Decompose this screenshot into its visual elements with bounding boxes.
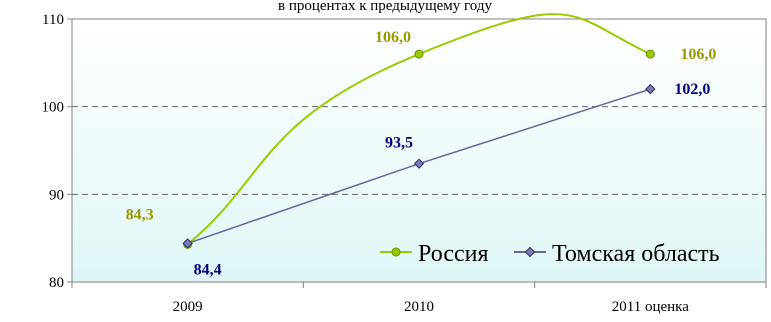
data-point-diamond: [413, 158, 425, 169]
legend: Россия Томская область: [380, 241, 720, 267]
chart-header-fragment: в процентах к предыдущему году: [278, 0, 493, 14]
data-labels: 84,3 106,0 106,0 84,4 93,5 102,0: [126, 29, 717, 278]
data-point-circle: [645, 49, 655, 59]
y-tick-label: 100: [42, 100, 65, 116]
x-tick-label: 2009: [173, 299, 203, 315]
gridlines: [72, 106, 766, 195]
y-tick-label: 110: [42, 12, 64, 28]
data-label: 106,0: [375, 29, 411, 46]
data-label: 106,0: [680, 46, 716, 63]
data-label: 102,0: [674, 81, 710, 98]
legend-label: Томская область: [552, 241, 720, 267]
x-tick-label: 2010: [404, 299, 434, 315]
data-point-circle: [414, 49, 424, 59]
plot-area: [71, 18, 767, 283]
series-layer: [182, 13, 656, 249]
legend-marker-diamond: [524, 246, 536, 258]
x-tick-label: 2011 оценка: [612, 299, 689, 315]
axes: 80 90 100 110 2009 2010 2011 оценка: [42, 12, 767, 315]
legend-marker-circle: [391, 247, 401, 257]
data-label: 84,4: [194, 261, 222, 278]
data-point-diamond: [645, 83, 656, 95]
y-tick-label: 90: [49, 187, 64, 203]
data-point-diamond: [182, 238, 193, 249]
legend-label: Россия: [418, 241, 489, 267]
data-label: 84,3: [126, 206, 154, 223]
y-tick-label: 80: [49, 275, 64, 291]
data-label: 93,5: [385, 135, 413, 152]
